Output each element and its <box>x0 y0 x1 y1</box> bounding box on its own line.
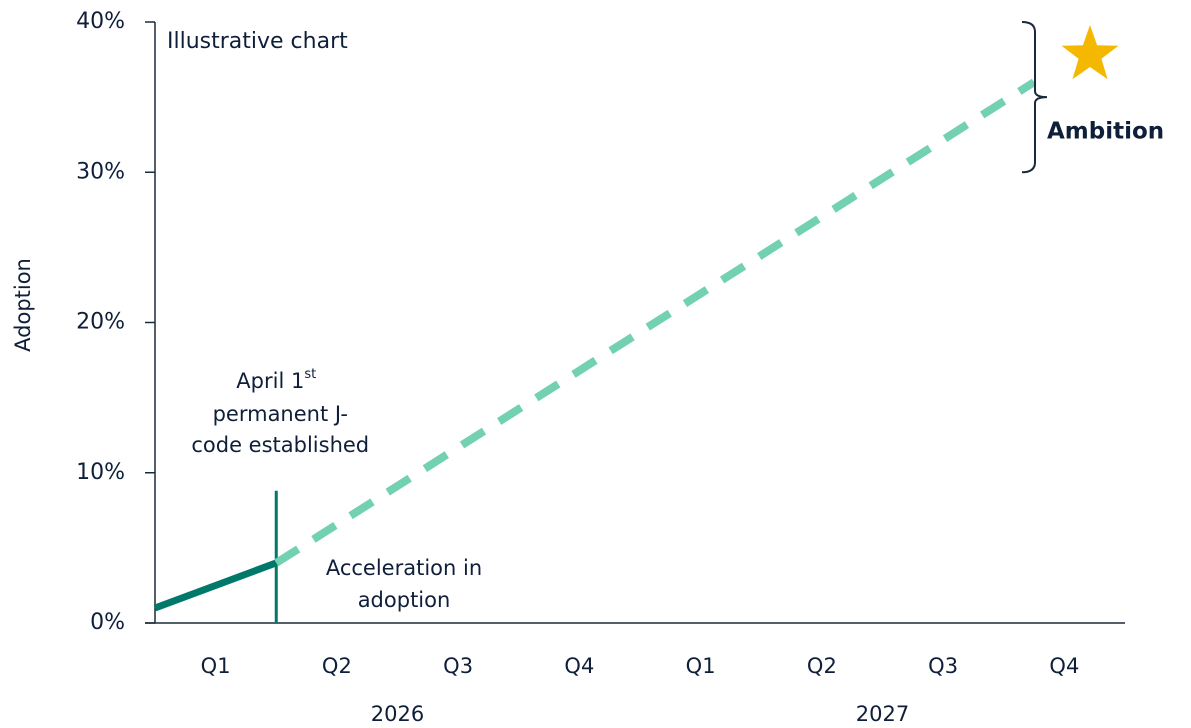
y-tick-label: 30% <box>76 159 125 184</box>
ambition-label: Ambition <box>1047 119 1164 145</box>
series-line <box>274 78 1037 567</box>
marker-label-sup: st <box>304 367 316 382</box>
marker-label: code established <box>191 433 369 457</box>
x-tick-label: Q3 <box>443 654 473 678</box>
annotation-title: Illustrative chart <box>167 29 348 54</box>
series-line <box>153 559 278 612</box>
x-tick-label: Q2 <box>322 654 352 678</box>
y-tick-label: 0% <box>90 610 125 635</box>
x-tick-label: Q4 <box>1049 654 1079 678</box>
x-tick-label: Q1 <box>201 654 231 678</box>
marker-label-text: April 1 <box>236 369 304 393</box>
y-tick-label: 20% <box>76 310 125 335</box>
marker-label: April 1st <box>236 367 316 394</box>
x-tick-label: Q3 <box>928 654 958 678</box>
acceleration-label: adoption <box>358 588 451 612</box>
y-tick-label: 10% <box>76 460 125 485</box>
x-tick-label: Q2 <box>807 654 837 678</box>
y-axis-label: Adoption <box>11 258 35 352</box>
y-tick-label: 40% <box>76 9 125 34</box>
year-label: 2026 <box>371 702 424 726</box>
x-tick-label: Q4 <box>564 654 594 678</box>
x-tick-label: Q1 <box>686 654 716 678</box>
year-label: 2027 <box>856 702 909 726</box>
acceleration-label: Acceleration in <box>326 556 482 580</box>
star <box>1061 25 1119 80</box>
marker-label: permanent J- <box>213 402 348 426</box>
ambition-bracket <box>1021 21 1048 174</box>
